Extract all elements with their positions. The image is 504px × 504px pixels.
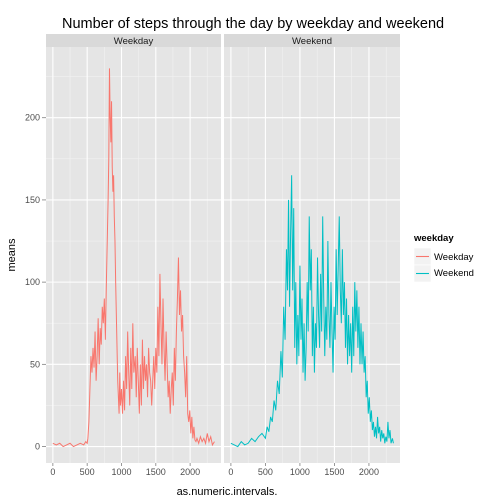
series-line-weekend [230, 175, 394, 448]
series-line-weekday [52, 68, 215, 448]
chart-title: Number of steps through the day by weekd… [62, 16, 444, 32]
facet-label-weekend: Weekend [292, 36, 332, 47]
x-tick-label: 0 [228, 467, 233, 477]
x-tick-label: 500 [80, 467, 95, 477]
facet-strip-weekday [46, 34, 221, 47]
x-axis-ticks: 0 500 1000 1500 2000 0 500 1000 1500 2000 [50, 463, 379, 477]
x-tick-label: 1000 [290, 467, 310, 477]
x-tick-label: 500 [258, 467, 273, 477]
y-tick-label: 0 [35, 442, 40, 452]
x-axis-title: as.numeric.intervals. [177, 486, 278, 498]
legend-label-weekday: Weekday [434, 252, 474, 263]
facet-panel-weekday [46, 47, 221, 463]
legend-title: weekday [413, 233, 454, 244]
legend-label-weekend: Weekend [434, 268, 474, 279]
gridlines-weekday [46, 47, 221, 463]
y-axis-title: means [6, 238, 18, 272]
facet-label-weekday: Weekday [114, 36, 154, 47]
x-tick-label: 2000 [359, 467, 379, 477]
y-tick-label: 200 [25, 113, 40, 123]
x-tick-label: 0 [50, 467, 55, 477]
gridlines-weekend [224, 47, 400, 463]
y-tick-label: 50 [30, 359, 40, 369]
y-tick-label: 100 [25, 277, 40, 287]
x-tick-label: 1500 [324, 467, 344, 477]
x-tick-label: 1500 [146, 467, 166, 477]
facet-panel-weekend [224, 47, 400, 463]
legend-key-weekday [413, 247, 432, 266]
x-tick-label: 1000 [111, 467, 131, 477]
y-tick-label: 150 [25, 195, 40, 205]
x-tick-label: 2000 [180, 467, 200, 477]
facet-strip-weekend [224, 34, 400, 47]
legend-key-weekend [413, 264, 432, 283]
y-axis-ticks: 0 50 100 150 200 [25, 113, 46, 452]
